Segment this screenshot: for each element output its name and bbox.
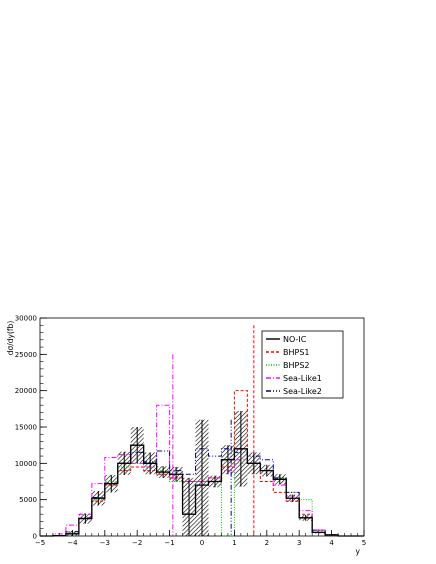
x-tick-label: −5 [35,539,45,547]
y-tick-label: 30000 [15,315,37,323]
legend-box [261,330,344,399]
x-axis-title: y [356,547,361,556]
y-axis-title: dσ/dy(fb) [6,321,15,356]
y-tick-label: 15000 [15,424,37,432]
axes-layer: −5 −4 −3 −2 −1 0 1 2 3 4 5 0 5000 10000 15000 20000 2500… [15,315,367,548]
legend-label-no-ic: NO-IC [283,335,307,344]
x-tick-label: 4 [329,539,334,547]
legend-label-bhps2: BHPS2 [283,361,310,370]
legend-label-sea-like1: Sea-Like1 [283,374,322,383]
x-tick-label: 3 [297,539,301,547]
legend-label-bhps1: BHPS1 [283,348,310,357]
series-line-no-ic [40,444,364,537]
y-tick-label: 25000 [15,351,37,359]
series-layer [40,325,364,537]
legend: NO-IC BHPS1 BHPS2 Sea-Like1 Sea-Like2 [261,330,344,399]
x-tick-label: −2 [132,539,142,547]
x-tick-label: 0 [200,539,204,547]
x-tick-label: −4 [67,539,78,547]
x-tick-label: −1 [164,539,174,547]
x-tick-label: 5 [362,539,366,547]
x-tick-label: 1 [232,539,236,547]
y-tick-label: 10000 [15,460,37,468]
y-tick-label: 20000 [15,387,37,395]
y-tick-label: 0 [33,533,37,541]
legend-label-sea-like2: Sea-Like2 [283,387,322,396]
x-tick-label: −3 [100,539,110,547]
y-tick-label: 5000 [19,496,37,504]
x-tick-label: 2 [265,539,269,547]
